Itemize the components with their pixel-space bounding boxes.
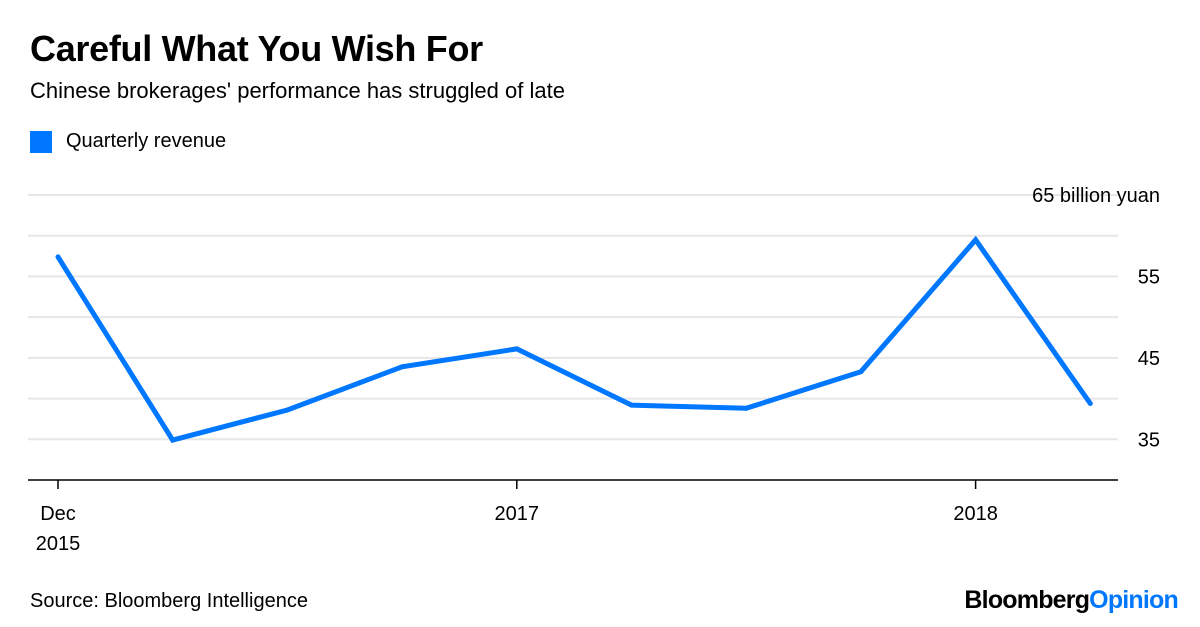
data-point-0-3 bbox=[399, 364, 405, 370]
y-tick-label-55: 55 bbox=[1138, 266, 1160, 288]
data-point-0-7 bbox=[858, 369, 864, 375]
source-note: Source: Bloomberg Intelligence bbox=[30, 590, 308, 612]
data-point-0-8 bbox=[973, 237, 979, 243]
series-line-0 bbox=[55, 235, 1093, 443]
data-point-0-5 bbox=[629, 402, 634, 408]
data-point-0-2 bbox=[284, 407, 290, 413]
x-tick-label-0-line2: 2015 bbox=[36, 533, 81, 555]
axis-layer bbox=[28, 479, 1118, 489]
y-tick-label-45: 45 bbox=[1138, 348, 1160, 370]
data-point-0-1 bbox=[170, 437, 176, 443]
y-tick-label-35: 35 bbox=[1138, 429, 1160, 451]
x-tick-label-0: Dec bbox=[40, 503, 76, 525]
chart-subtitle: Chinese brokerages' performance has stru… bbox=[30, 78, 565, 103]
series-layer bbox=[55, 235, 1093, 443]
legend: Quarterly revenue bbox=[30, 130, 226, 153]
brand-logo: BloombergOpinion bbox=[964, 586, 1178, 615]
y-tick-label-65: 65 billion yuan bbox=[1032, 185, 1160, 207]
x-tick-label-1: 2017 bbox=[495, 503, 540, 525]
label-layer: 35 45 55 65 billion yuan Dec 2015 2017 2018 bbox=[36, 185, 1160, 555]
brand-secondary: Opinion bbox=[1089, 586, 1179, 614]
data-point-0-6 bbox=[743, 405, 749, 411]
data-point-0-4 bbox=[514, 346, 520, 352]
brand-primary: Bloomberg bbox=[964, 586, 1090, 614]
legend-label: Quarterly revenue bbox=[66, 130, 227, 152]
x-tick-label-2: 2018 bbox=[953, 503, 998, 525]
chart-title: Careful What You Wish For bbox=[30, 28, 483, 69]
legend-swatch bbox=[30, 130, 52, 153]
grid-layer bbox=[28, 194, 1118, 441]
data-point-0-9 bbox=[1087, 400, 1093, 406]
data-point-0-0 bbox=[55, 254, 61, 260]
